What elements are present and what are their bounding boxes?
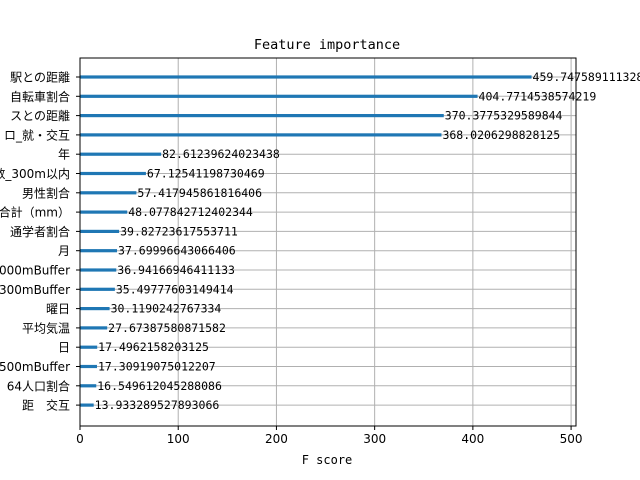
bar-value-label: 57.417945861816406 xyxy=(137,186,262,200)
y-tick-label: 平均気温 xyxy=(22,320,70,335)
y-tick-label: 500mBuffer xyxy=(0,360,70,374)
x-axis-label: F score xyxy=(302,453,353,467)
x-tick-label: 200 xyxy=(265,432,288,446)
bar-value-label: 82.61239624023438 xyxy=(162,147,280,161)
feature-bar xyxy=(80,114,444,118)
y-tick-label: 自転車割合 xyxy=(10,89,70,104)
x-tick-label: 500 xyxy=(560,432,583,446)
bar-layer xyxy=(80,75,532,407)
feature-bar xyxy=(80,307,110,311)
feature-bar xyxy=(80,384,97,388)
feature-bar xyxy=(80,94,478,98)
y-tick-label: 数_300m以内 xyxy=(0,166,70,181)
y-tick-label: 駅との距離 xyxy=(10,71,70,85)
bar-value-label: 48.077842712402344 xyxy=(128,205,253,219)
feature-bar xyxy=(80,268,117,272)
chart-title: Feature importance xyxy=(254,37,400,53)
feature-bar xyxy=(80,364,98,369)
plot-frame xyxy=(79,57,577,427)
y-tick-label: 300mBuffer xyxy=(0,283,70,297)
feature-bar xyxy=(80,403,94,407)
feature-bar xyxy=(80,191,137,195)
bar-value-label: 17.30919075012207 xyxy=(98,360,216,374)
y-tick-label: スとの距離 xyxy=(10,109,70,123)
y-tick-label: 男性割合 xyxy=(22,185,70,200)
x-tick-label: 0 xyxy=(76,432,84,446)
bar-value-label: 368.0206298828125 xyxy=(442,128,560,142)
feature-bar xyxy=(80,287,115,291)
bar-value-label: 67.12541198730469 xyxy=(147,167,265,181)
feature-bar xyxy=(80,249,118,253)
bar-value-label: 17.4962158203125 xyxy=(98,340,209,354)
y-tick-label: 日 xyxy=(58,341,70,355)
y-tick-label: 合計（mm） xyxy=(0,205,70,220)
y-tick-label: 月 xyxy=(58,244,70,258)
y-tick-label: 距 交互 xyxy=(22,398,70,413)
x-tick-label: 100 xyxy=(167,432,190,446)
feature-bar xyxy=(80,152,162,156)
y-tick-label: 年 xyxy=(58,148,70,162)
bar-value-label: 13.933289527893066 xyxy=(95,398,220,412)
label-layer: 0 100 200 300 400 500 駅との距離 459.747589111328 自転車… xyxy=(0,70,640,446)
bar-value-label: 459.747589111328 xyxy=(533,70,640,84)
x-tick-label: 400 xyxy=(461,432,484,446)
y-tick-label: 曜日 xyxy=(46,302,70,316)
feature-bar xyxy=(80,326,108,330)
x-tick-label: 300 xyxy=(363,432,386,446)
bar-value-label: 370.3775329589844 xyxy=(445,109,563,123)
bar-value-label: 16.549612045288086 xyxy=(97,379,222,393)
feature-bar xyxy=(80,75,532,79)
feature-bar xyxy=(80,229,120,233)
bar-value-label: 30.1190242767334 xyxy=(111,302,222,316)
bar-value-label: 39.82723617553711 xyxy=(120,224,238,238)
bar-value-label: 37.69996643066406 xyxy=(118,244,236,258)
bar-value-label: 36.94166946411133 xyxy=(117,263,235,277)
feature-bar xyxy=(80,133,442,137)
bar-value-label: 35.49777603149414 xyxy=(116,282,234,296)
feature-bar xyxy=(80,171,146,176)
feature-bar xyxy=(80,210,128,214)
feature-bar xyxy=(80,345,98,349)
bar-value-label: 27.67387580871582 xyxy=(108,321,226,335)
y-tick-label: 000mBuffer xyxy=(0,264,70,278)
bar-value-label: 404.7714538574219 xyxy=(479,89,597,103)
y-tick-label: ロ_就・交互 xyxy=(4,127,70,142)
y-tick-label: 64人口割合 xyxy=(7,378,70,393)
y-tick-label: 通学者割合 xyxy=(10,224,70,239)
